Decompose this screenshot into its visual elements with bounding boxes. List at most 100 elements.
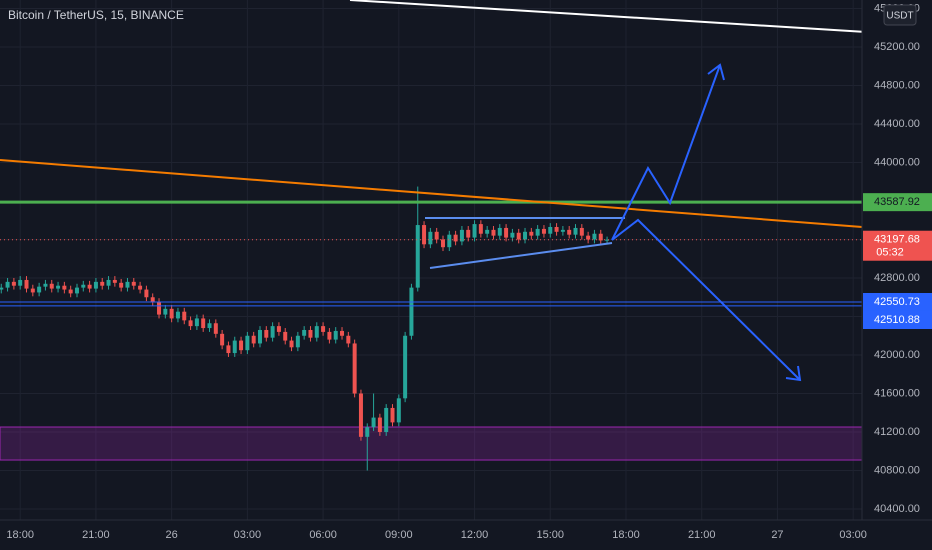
candle-body — [194, 318, 199, 327]
time-axis — [0, 520, 862, 550]
candle-body — [125, 281, 130, 288]
grid — [0, 0, 862, 520]
triangle-bottom — [429, 242, 613, 269]
candle-body — [213, 323, 218, 334]
candle-body — [598, 233, 603, 241]
candle-body — [434, 231, 439, 240]
candle-body — [11, 281, 16, 286]
candle-body — [207, 323, 212, 329]
y-tick-label: 42000.00 — [874, 349, 920, 361]
candle-body — [289, 340, 294, 348]
x-tick-label: 12:00 — [461, 529, 489, 541]
arrow-head — [785, 365, 802, 382]
x-tick-label: 03:00 — [839, 529, 867, 541]
price-label-box — [863, 193, 932, 212]
candle-body — [302, 329, 307, 336]
candle-body — [5, 281, 10, 288]
x-tick-label: 18:00 — [612, 529, 640, 541]
drawings — [0, 0, 867, 382]
candle-body — [245, 335, 250, 351]
candle-body — [37, 286, 42, 293]
candle-body — [93, 281, 98, 289]
candle-body — [485, 229, 490, 234]
x-tick-label: 26 — [166, 529, 178, 541]
levels — [0, 200, 862, 307]
candle-body — [18, 279, 23, 286]
candle-body — [49, 283, 54, 289]
candle-body — [415, 225, 420, 288]
candle-body — [384, 407, 389, 433]
y-tick-label: 40400.00 — [874, 503, 920, 515]
candle-body — [220, 333, 225, 346]
candle-body — [409, 287, 414, 336]
zone-layer — [0, 426, 863, 461]
x-tick-label: 18:00 — [6, 529, 34, 541]
trend-line — [349, 0, 867, 33]
candle-body — [131, 281, 136, 286]
candle-body — [358, 393, 363, 437]
candle-body — [81, 284, 86, 288]
zone — [0, 426, 863, 461]
candle-body — [257, 329, 262, 344]
candle-body — [478, 224, 483, 234]
candle-body — [453, 234, 458, 242]
candle-body — [43, 283, 48, 287]
candle-body — [182, 311, 187, 321]
candle-body — [560, 229, 565, 232]
x-tick-label: 09:00 — [385, 529, 413, 541]
price-label: 43587.92 — [874, 196, 920, 208]
candle-body — [340, 330, 345, 336]
chart-title: Bitcoin / TetherUS, 15, BINANCE — [8, 8, 184, 22]
candle-body — [497, 227, 502, 236]
candle-body — [226, 345, 231, 354]
candle-body — [365, 427, 370, 437]
last-price-label: 43197.68 — [874, 234, 920, 246]
price-label-box — [863, 292, 932, 311]
price-label: 42510.88 — [874, 314, 920, 326]
candle-body — [422, 225, 427, 245]
x-tick-label: 03:00 — [234, 529, 262, 541]
x-tick-label: 06:00 — [309, 529, 337, 541]
candle-body — [390, 407, 395, 423]
candle-body — [295, 335, 300, 348]
candle-body — [466, 229, 471, 238]
candle-body — [100, 281, 105, 286]
x-tick-label: 21:00 — [688, 529, 716, 541]
candle-body — [175, 311, 180, 319]
x-tick-label: 21:00 — [82, 529, 110, 541]
candle-body — [188, 320, 193, 327]
candle-body — [396, 398, 401, 423]
candle-body — [308, 329, 313, 338]
trend-line — [0, 159, 863, 228]
candle-body — [346, 335, 351, 344]
candle-body — [169, 308, 174, 319]
candle-body — [106, 279, 111, 286]
candle-body — [232, 340, 237, 354]
candle-body — [87, 284, 92, 289]
bull-projection — [611, 64, 721, 241]
candle-body — [74, 287, 79, 294]
candle-body — [516, 232, 521, 240]
candles — [0, 186, 610, 471]
y-tick-label: 44400.00 — [874, 118, 920, 130]
y-tick-label: 41200.00 — [874, 426, 920, 438]
axis-labels: 40400.00 40800.00 41200.00 41600.00 42000.00… — [6, 2, 932, 541]
candle-body — [510, 232, 515, 238]
candle-body — [504, 227, 509, 238]
candle-body — [592, 233, 597, 240]
candle-body — [24, 279, 29, 289]
candle-body — [459, 229, 464, 242]
candle-body — [283, 331, 288, 341]
candle-body — [327, 331, 332, 340]
candle-body — [138, 285, 143, 290]
candle-body — [333, 330, 338, 340]
candle-body — [62, 285, 67, 290]
x-tick-label: 15:00 — [537, 529, 565, 541]
candle-body — [541, 228, 546, 234]
y-tick-label: 42800.00 — [874, 272, 920, 284]
currency-badge[interactable] — [883, 4, 917, 26]
candle-body — [377, 417, 382, 433]
bear-projection — [611, 218, 801, 381]
